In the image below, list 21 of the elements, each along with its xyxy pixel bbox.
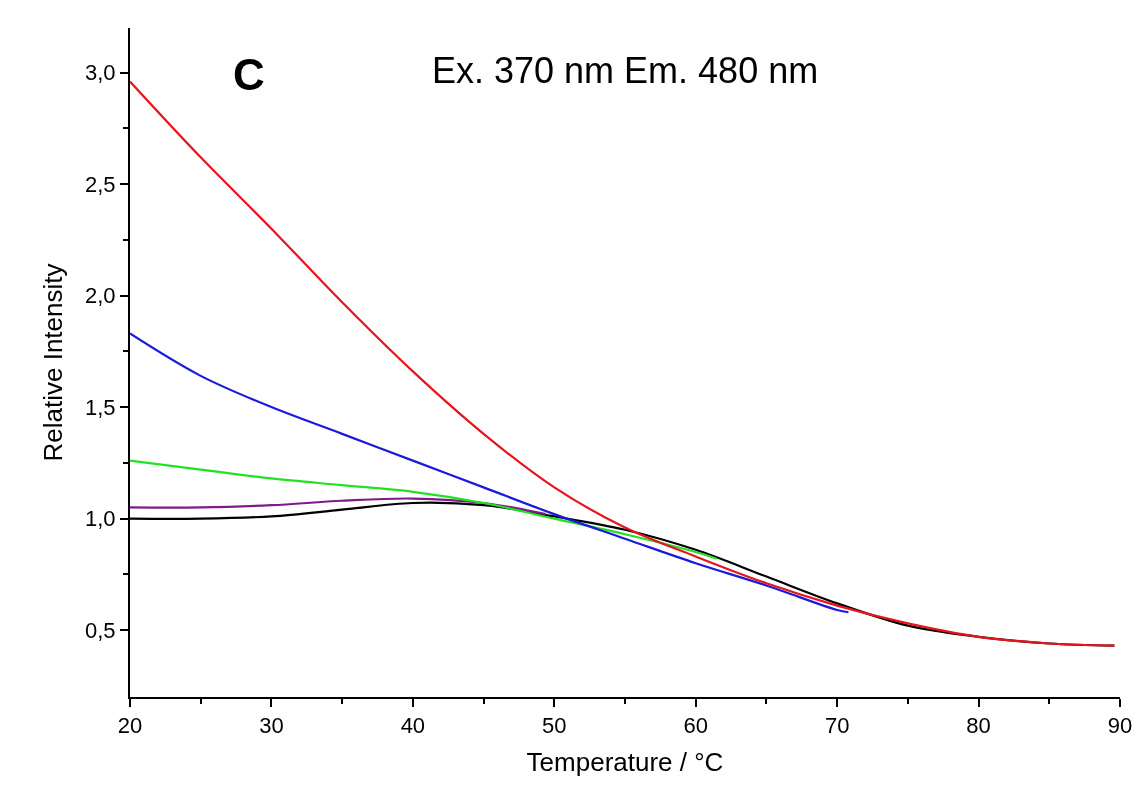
y-tick-label: 2,0 bbox=[85, 283, 116, 309]
annotation: C bbox=[233, 50, 265, 99]
line-series bbox=[130, 459, 719, 560]
y-tick-label: 0,5 bbox=[85, 617, 116, 643]
y-tick-label: 3,0 bbox=[85, 60, 116, 86]
x-tick-label: 90 bbox=[1107, 713, 1133, 739]
x-tick-label: 30 bbox=[259, 713, 284, 739]
y-axis-title: Relative Intensity bbox=[37, 263, 68, 462]
x-tick-label: 50 bbox=[542, 713, 567, 739]
line-series bbox=[130, 497, 547, 516]
x-tick-label: 60 bbox=[683, 713, 708, 739]
x-tick-label: 40 bbox=[400, 713, 426, 739]
x-tick-label: 70 bbox=[824, 713, 850, 739]
x-tick-label: 80 bbox=[966, 713, 991, 739]
line-series bbox=[130, 332, 850, 614]
x-axis-title: Temperature / °C bbox=[526, 746, 724, 777]
y-tick-label: 2,5 bbox=[85, 171, 116, 197]
annotation: Ex. 370 nm Em. 480 nm bbox=[432, 50, 819, 91]
y-tick-label: 1,5 bbox=[85, 394, 116, 420]
y-tick-label: 1,0 bbox=[85, 506, 116, 532]
x-tick-label: 20 bbox=[117, 713, 143, 739]
